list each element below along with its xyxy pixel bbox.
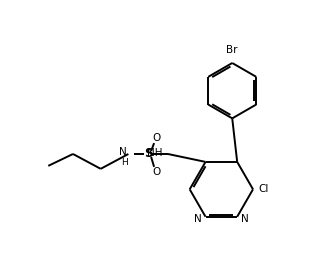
Text: S: S [144, 148, 153, 161]
Text: N: N [119, 147, 126, 157]
Text: NH: NH [146, 148, 162, 158]
Text: O: O [152, 167, 160, 177]
Text: Br: Br [227, 45, 238, 55]
Text: Cl: Cl [258, 184, 268, 194]
Text: O: O [152, 133, 160, 143]
Text: H: H [121, 158, 127, 167]
Text: N: N [194, 214, 201, 224]
Text: N: N [241, 214, 249, 224]
